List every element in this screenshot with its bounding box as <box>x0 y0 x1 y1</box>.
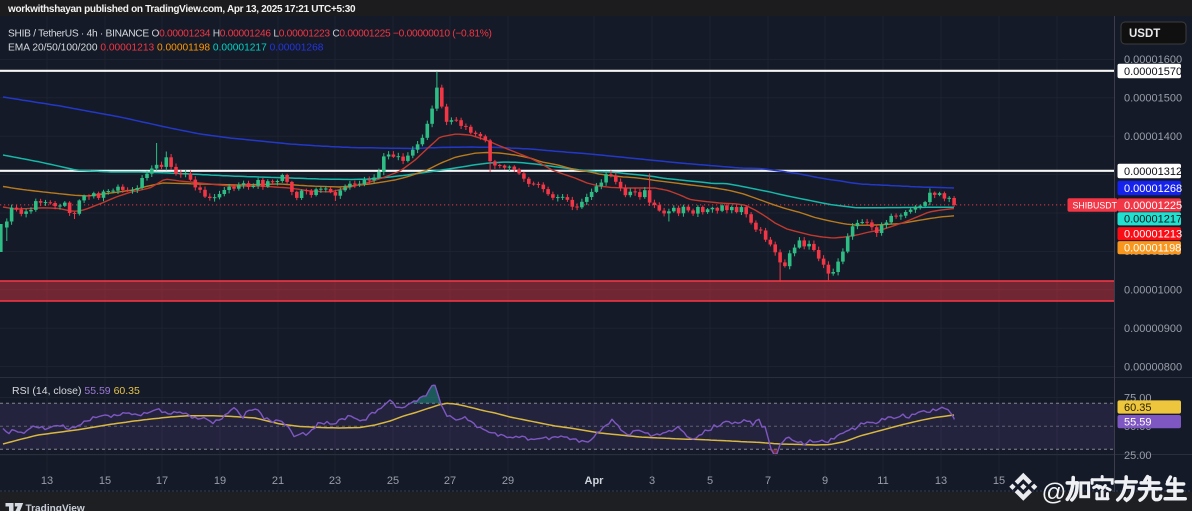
svg-text:SHIB / TetherUS · 4h · BINANCE: SHIB / TetherUS · 4h · BINANCE O0.000012… <box>8 29 492 40</box>
svg-text:23: 23 <box>329 475 341 487</box>
svg-text:7: 7 <box>765 475 771 487</box>
svg-text:3: 3 <box>649 475 655 487</box>
svg-text:21: 21 <box>272 475 284 487</box>
svg-text:workwithshayan published on Tr: workwithshayan published on TradingView.… <box>7 4 356 15</box>
svg-text:0.00001312: 0.00001312 <box>1124 166 1182 178</box>
svg-text:0.00001198: 0.00001198 <box>1124 243 1181 255</box>
svg-text:0.00001268: 0.00001268 <box>1124 183 1182 195</box>
svg-text:9: 9 <box>822 475 828 487</box>
svg-text:0.00001500: 0.00001500 <box>1124 93 1182 105</box>
svg-text:5: 5 <box>707 475 713 487</box>
svg-text:25.00: 25.00 <box>1124 450 1152 462</box>
svg-text:19: 19 <box>214 475 226 487</box>
svg-text:0.00000800: 0.00000800 <box>1124 361 1182 373</box>
svg-text:17: 17 <box>156 475 168 487</box>
svg-text:TradingView: TradingView <box>26 504 85 511</box>
svg-text:Apr: Apr <box>585 475 605 487</box>
svg-text:15: 15 <box>993 475 1005 487</box>
svg-text:15: 15 <box>99 475 111 487</box>
svg-text:13: 13 <box>41 475 53 487</box>
svg-text:27: 27 <box>444 475 456 487</box>
svg-text:29: 29 <box>502 475 514 487</box>
svg-text:0.00001400: 0.00001400 <box>1124 131 1182 143</box>
svg-text:0.00001570: 0.00001570 <box>1124 66 1182 78</box>
svg-text:RSI (14, close) 55.59 60.35: RSI (14, close) 55.59 60.35 <box>12 385 140 397</box>
svg-text:0.00001217: 0.00001217 <box>1124 214 1182 226</box>
svg-text:60.35: 60.35 <box>1124 402 1152 414</box>
svg-text:SHIBUSDT: SHIBUSDT <box>1073 200 1118 210</box>
svg-text:13: 13 <box>935 475 947 487</box>
svg-text:25: 25 <box>387 475 399 487</box>
svg-text:@: @ <box>1042 479 1067 506</box>
svg-text:0.00001225: 0.00001225 <box>1124 200 1182 212</box>
svg-text:0.00001000: 0.00001000 <box>1124 285 1182 297</box>
svg-text:11: 11 <box>877 475 888 487</box>
svg-text:0.00000900: 0.00000900 <box>1124 323 1182 335</box>
svg-text:0.00001600: 0.00001600 <box>1124 54 1182 66</box>
svg-text:EMA 20/50/100/200 0.00001213 0: EMA 20/50/100/200 0.00001213 0.00001198 … <box>8 43 324 54</box>
svg-text:USDT: USDT <box>1129 28 1160 40</box>
svg-text:55.59: 55.59 <box>1124 417 1152 429</box>
svg-text:0.00001213: 0.00001213 <box>1124 229 1182 241</box>
